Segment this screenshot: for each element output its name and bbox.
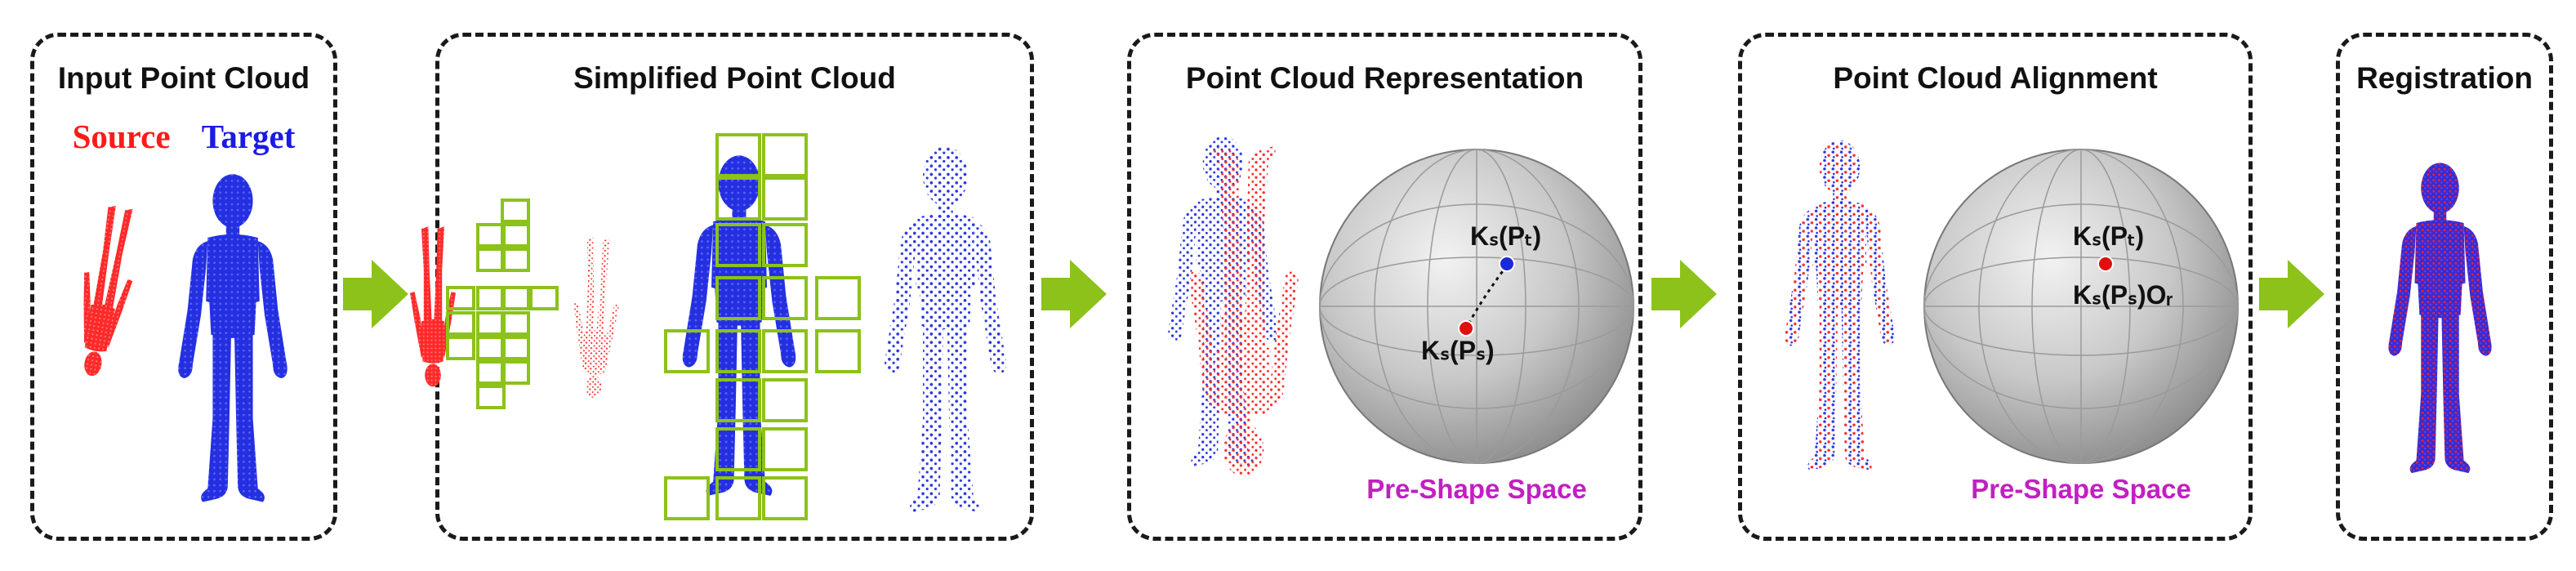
sphere-rep-caption: Pre-Shape Space — [1366, 474, 1587, 504]
simplified-target-boxed — [664, 133, 861, 520]
arrow-icon — [1651, 260, 1717, 328]
arrow-icon — [1041, 260, 1107, 328]
registration-result-cloud — [2388, 163, 2492, 474]
panel-title-registration: Registration — [2356, 61, 2533, 95]
panel-title-input: Input Point Cloud — [57, 61, 310, 95]
sphere-align-label-t: Kₛ(Pₜ) — [2073, 221, 2144, 251]
source-point-marker — [1458, 320, 1474, 337]
panel-title-alignment: Point Cloud Alignment — [1833, 61, 2158, 95]
target-point-marker — [1499, 256, 1515, 272]
simplified-source-boxed — [410, 199, 559, 409]
input-target-cloud — [178, 174, 287, 502]
arrow-icon — [2259, 260, 2324, 328]
input-source-cloud — [66, 203, 145, 381]
legend: Source Target — [34, 117, 333, 156]
sphere-align-caption: Pre-Shape Space — [1971, 474, 2191, 504]
panel-input: Input Point Cloud Source Target — [30, 33, 337, 541]
sphere-rep-label-s: Kₛ(Pₛ) — [1421, 336, 1495, 365]
panel-title-representation: Point Cloud Representation — [1185, 61, 1584, 95]
representation-sphere: Kₛ(Pₜ) Kₛ(Pₛ) Pre-Shape Space — [1319, 149, 1634, 504]
panel-title-simplified: Simplified Point Cloud — [573, 61, 896, 95]
legend-target: Target — [201, 118, 296, 155]
legend-source: Source — [72, 118, 171, 155]
alignment-overlap-cloud — [1785, 140, 1895, 471]
alignment-sphere: Kₛ(Pₜ) Kₛ(Pₛ)Oᵣ Pre-Shape Space — [1923, 149, 2239, 504]
simplified-source-cloud — [570, 237, 622, 399]
simplified-target-cloud — [885, 146, 1006, 513]
aligned-point-marker — [2097, 256, 2114, 272]
representation-overlap-cloud — [1168, 136, 1299, 477]
sphere-rep-label-t: Kₛ(Pₜ) — [1470, 221, 1541, 251]
arrow-icon — [343, 260, 408, 328]
sphere-align-label-s: Kₛ(Pₛ)Oᵣ — [2073, 280, 2173, 310]
